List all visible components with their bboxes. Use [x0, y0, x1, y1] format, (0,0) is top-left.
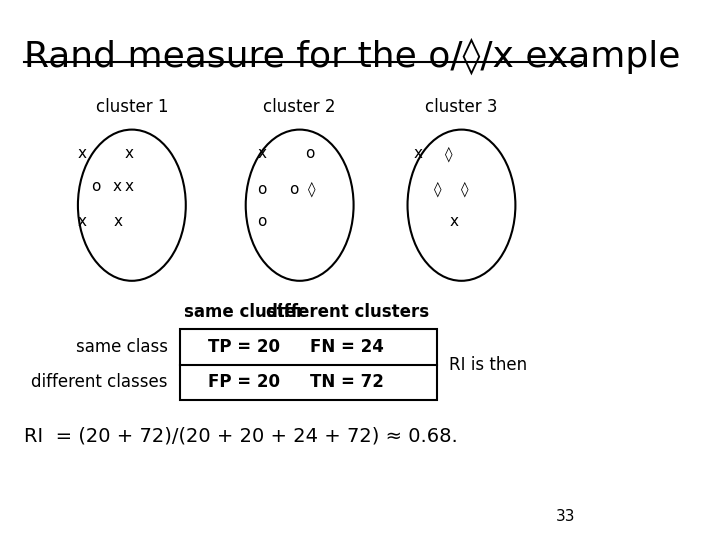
- Text: x: x: [125, 179, 133, 194]
- Text: RI is then: RI is then: [449, 355, 528, 374]
- Text: TP = 20: TP = 20: [208, 338, 280, 356]
- Text: same cluster: same cluster: [184, 303, 305, 321]
- Text: ◊: ◊: [308, 181, 315, 197]
- Text: cluster 1: cluster 1: [96, 98, 168, 116]
- Text: x: x: [449, 214, 458, 229]
- Text: o: o: [305, 146, 315, 161]
- Text: o: o: [289, 181, 298, 197]
- Text: same class: same class: [76, 338, 168, 356]
- Text: x: x: [125, 146, 133, 161]
- Text: x: x: [257, 146, 266, 161]
- Text: ◊: ◊: [433, 181, 441, 197]
- Text: RI  = (20 + 72)/(20 + 20 + 24 + 72) ≈ 0.68.: RI = (20 + 72)/(20 + 20 + 24 + 72) ≈ 0.6…: [24, 427, 458, 446]
- Text: o: o: [257, 181, 266, 197]
- Text: FP = 20: FP = 20: [208, 373, 280, 391]
- Text: ◊: ◊: [461, 181, 468, 197]
- Text: x: x: [413, 146, 422, 161]
- Text: 33: 33: [556, 509, 575, 524]
- Text: ◊: ◊: [444, 146, 452, 161]
- FancyBboxPatch shape: [180, 329, 438, 400]
- Text: x: x: [78, 214, 86, 229]
- Text: Rand measure for the o/◊/x example: Rand measure for the o/◊/x example: [24, 38, 680, 75]
- Text: o: o: [257, 214, 266, 229]
- Text: different classes: different classes: [31, 373, 168, 391]
- Text: FN = 24: FN = 24: [310, 338, 384, 356]
- Text: cluster 3: cluster 3: [426, 98, 498, 116]
- Text: x: x: [78, 146, 86, 161]
- Text: cluster 2: cluster 2: [264, 98, 336, 116]
- Text: x: x: [112, 179, 122, 194]
- Text: TN = 72: TN = 72: [310, 373, 384, 391]
- Text: o: o: [91, 179, 101, 194]
- Text: different clusters: different clusters: [266, 303, 429, 321]
- Text: x: x: [114, 214, 122, 229]
